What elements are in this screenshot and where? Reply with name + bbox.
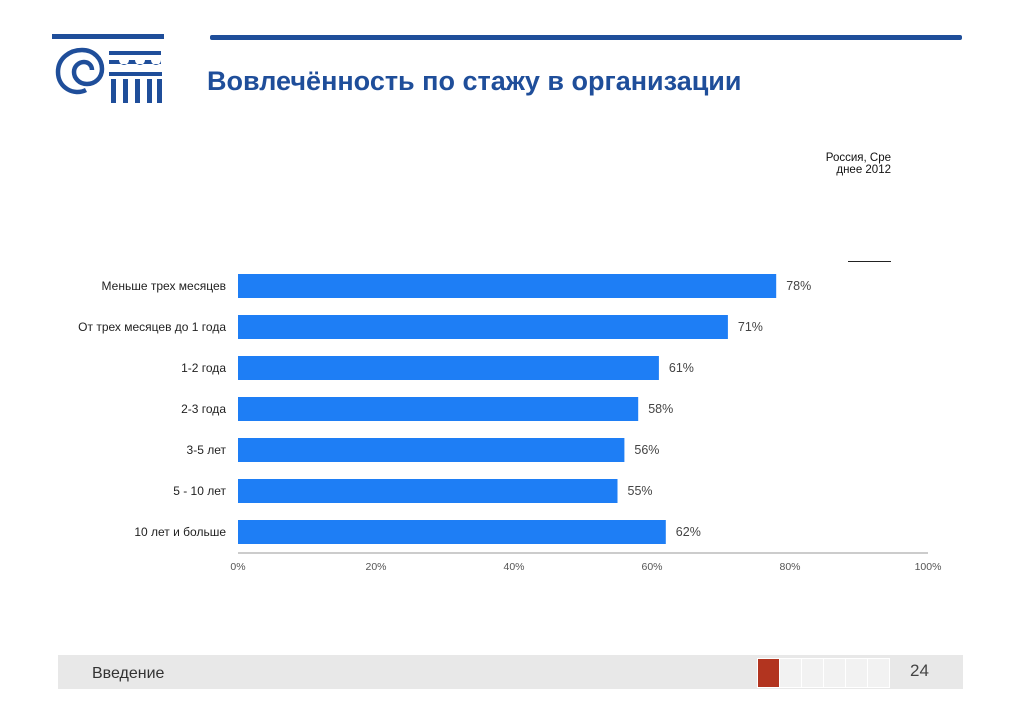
x-tick-label: 40%	[503, 561, 524, 573]
category-label: 3-5 лет	[187, 443, 227, 457]
data-label: 55%	[628, 484, 653, 498]
category-label: 10 лет и больше	[134, 525, 226, 539]
x-tick-label: 60%	[641, 561, 662, 573]
category-label: От трех месяцев до 1 года	[78, 320, 226, 334]
x-tick-label: 80%	[779, 561, 800, 573]
category-label: 2-3 года	[181, 402, 226, 416]
bar	[238, 274, 777, 298]
data-label: 56%	[634, 443, 659, 457]
bar	[238, 479, 618, 503]
page-number: 24	[910, 661, 929, 680]
data-label: 61%	[669, 361, 694, 375]
progress-square	[845, 658, 868, 688]
data-label: 78%	[786, 279, 811, 293]
data-label: 62%	[676, 525, 701, 539]
data-label: 71%	[738, 320, 763, 334]
footer-section-label: Введение	[92, 665, 165, 682]
progress-square	[823, 658, 846, 688]
x-tick-label: 20%	[365, 561, 386, 573]
legend-line	[848, 261, 891, 262]
category-label: 5 - 10 лет	[173, 484, 226, 498]
data-label: 58%	[648, 402, 673, 416]
bar	[238, 438, 625, 462]
category-label: Меньше трех месяцев	[102, 279, 226, 293]
progress-square-active	[757, 658, 780, 688]
category-label: 1-2 года	[181, 361, 226, 375]
bar	[238, 397, 639, 421]
progress-square	[779, 658, 802, 688]
x-tick-label: 100%	[915, 561, 942, 573]
progress-indicator	[757, 658, 890, 688]
progress-square	[801, 658, 824, 688]
header-rule	[210, 35, 962, 40]
bar-chart: Меньше трех месяцев 78% От трех месяцев до…	[78, 274, 942, 573]
progress-square	[867, 658, 890, 688]
logo-icon	[52, 34, 164, 103]
bar	[238, 520, 666, 544]
x-tick-label: 0%	[230, 561, 245, 573]
legend-label: Россия, Среднее 2012	[825, 152, 891, 176]
bar	[238, 356, 659, 380]
page-title: Вовлечённость по стажу в организации	[207, 66, 742, 96]
bar	[238, 315, 728, 339]
